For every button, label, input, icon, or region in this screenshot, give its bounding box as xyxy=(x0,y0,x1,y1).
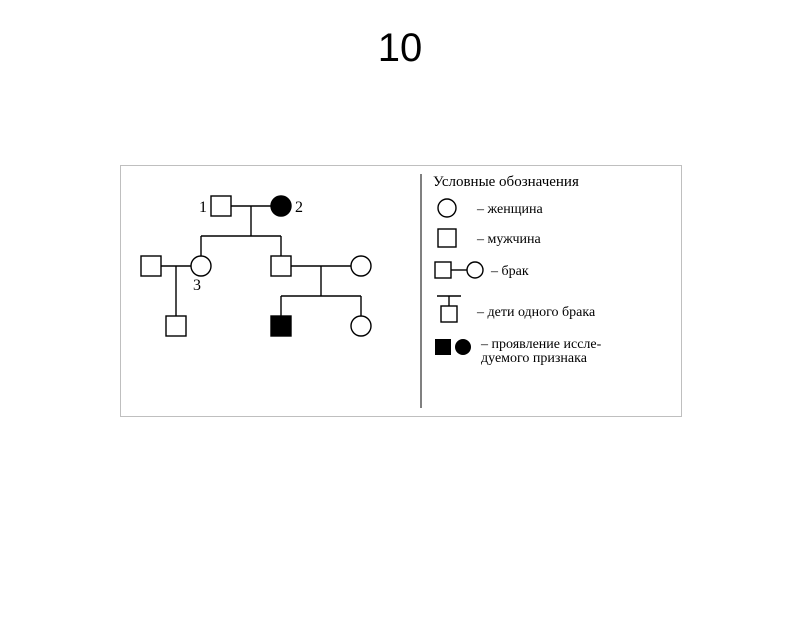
legend-female-icon xyxy=(438,199,456,217)
legend-label: – брак xyxy=(490,264,529,279)
legend-label: – проявление иссле-дуемого признака xyxy=(480,337,602,366)
legend: Условные обозначения – женщина – мужчина – … xyxy=(433,174,602,366)
legend-title: Условные обозначения xyxy=(433,174,579,190)
pedigree-male-node xyxy=(141,256,161,276)
node-label: 2 xyxy=(295,199,303,216)
legend-children-icon xyxy=(441,306,457,322)
legend-male-icon xyxy=(438,229,456,247)
pedigree-female-node xyxy=(351,256,371,276)
pedigree-male-node xyxy=(166,316,186,336)
pedigree-female-node xyxy=(191,256,211,276)
pedigree-male-node xyxy=(271,316,291,336)
pedigree-diagram: 1 2 3 Условные обозначения – женщина – мужчин… xyxy=(121,166,681,416)
pedigree-male-node xyxy=(271,256,291,276)
legend-marriage-icon xyxy=(435,262,451,278)
page-title: 10 xyxy=(0,26,800,71)
legend-label: – дети одного брака xyxy=(476,305,596,320)
legend-affected-icon xyxy=(435,339,451,355)
legend-label: – мужчина xyxy=(476,232,542,247)
pedigree-female-node xyxy=(271,196,291,216)
diagram-panel: 1 2 3 Условные обозначения – женщина – мужчин… xyxy=(120,165,682,417)
pedigree-male-node xyxy=(211,196,231,216)
node-label: 3 xyxy=(193,277,201,294)
legend-label: – женщина xyxy=(476,202,543,217)
node-label: 1 xyxy=(199,199,207,216)
pedigree-female-node xyxy=(351,316,371,336)
